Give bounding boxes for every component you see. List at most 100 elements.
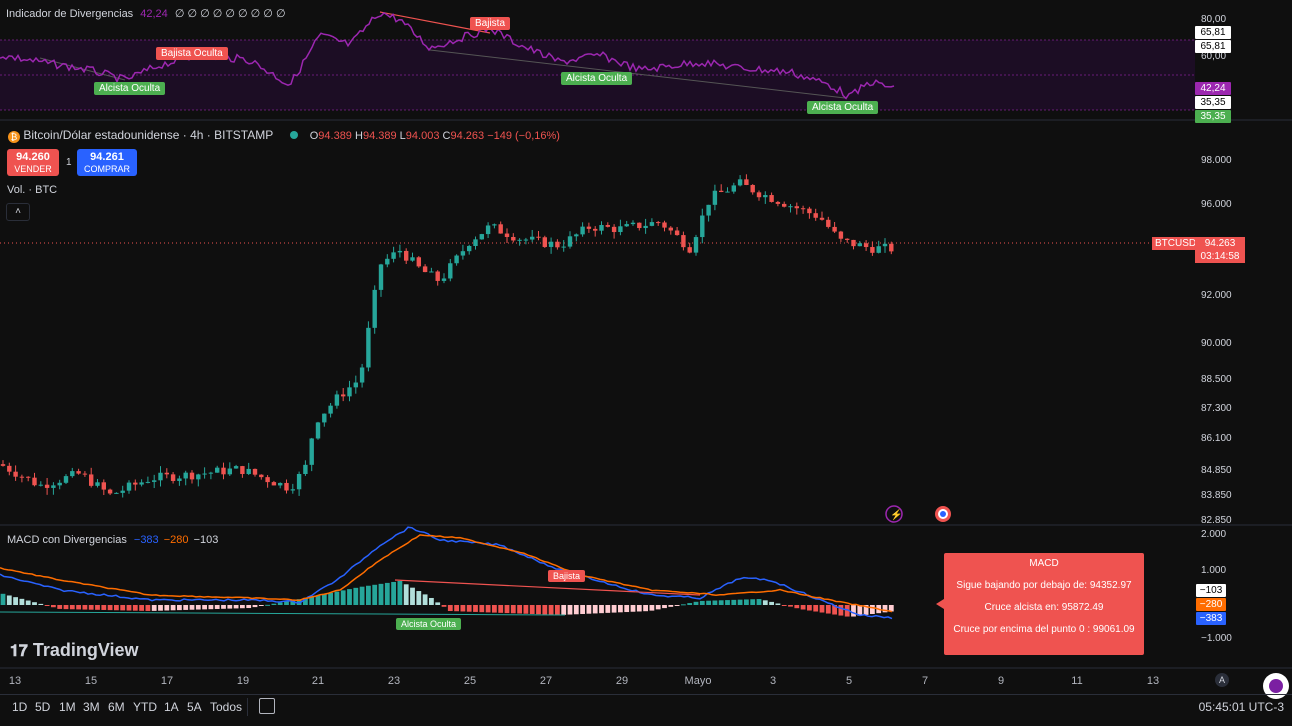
tradingview-logo[interactable]: 𝟏𝟕 TradingView (10, 640, 139, 661)
macd-histogram-bar (725, 600, 730, 605)
tf-6m[interactable]: 6M (108, 700, 125, 714)
tf-1a[interactable]: 1A (164, 700, 179, 714)
tf-3m[interactable]: 3M (83, 700, 100, 714)
macd-histogram-bar (769, 601, 774, 605)
macd-histogram-bar (378, 583, 384, 605)
macd-histogram-bar (485, 605, 491, 613)
candle-body (511, 236, 516, 241)
sell-button[interactable]: 94.260 VENDER (7, 149, 59, 176)
buy-label: COMPRAR (83, 164, 130, 174)
macd-histogram-bar (674, 605, 680, 606)
candle-body (882, 243, 888, 247)
candle-body (246, 468, 251, 474)
symbol-header: ₿ Bitcoin/Dólar estadounidense · 4h · BI… (8, 128, 560, 143)
collapse-chevron-icon[interactable]: ˄ (6, 203, 30, 221)
symbol-name[interactable]: Bitcoin/Dólar estadounidense · 4h · BITS… (23, 128, 274, 142)
auto-scale-button[interactable]: A (1215, 673, 1229, 687)
macd-axis-box-2: −280 (1196, 598, 1226, 611)
macd-histogram-bar (592, 605, 598, 614)
div-axis-box-4: 35,35 (1195, 96, 1231, 109)
macd-histogram-bar (107, 605, 113, 611)
candle-body (448, 263, 453, 279)
macd-histogram-bar (25, 600, 31, 605)
candle-body (196, 474, 201, 480)
macd-axis-1000: 1.000 (1201, 565, 1227, 576)
buy-button[interactable]: 94.261 COMPRAR (77, 149, 137, 176)
macd-histogram-bar (69, 605, 75, 610)
macd-axis-neg1000: −1.000 (1201, 633, 1232, 644)
bitcoin-icon: ₿ (8, 131, 20, 143)
macd-histogram-bar (246, 605, 252, 609)
tf-1m[interactable]: 1M (59, 700, 76, 714)
candle-body (114, 492, 119, 494)
tv-logo-icon: 𝟏𝟕 (10, 643, 28, 660)
macd-histogram-bar (473, 605, 478, 612)
tf-ytd[interactable]: YTD (133, 700, 157, 714)
div-axis-box-3: 42,24 (1195, 82, 1231, 95)
macd-histogram-bar (813, 605, 819, 612)
candle-body (555, 241, 560, 248)
symbol-tag: BTCUSD (1152, 237, 1200, 250)
macd-histogram-bar (265, 604, 270, 606)
candle-body (233, 466, 239, 469)
macd-histogram-bar (13, 597, 18, 605)
calendar-range-icon[interactable] (259, 698, 275, 714)
div-axis-60: 60,00 (1201, 51, 1227, 62)
candle-body (775, 201, 781, 204)
macd-histogram-bar (284, 601, 289, 605)
lightning-icon[interactable] (885, 505, 903, 523)
candle-body (813, 213, 818, 218)
candle-body (750, 184, 755, 193)
candle-body (719, 190, 724, 192)
macd-histogram-bar (825, 605, 831, 614)
tf-5d[interactable]: 5D (35, 700, 51, 714)
macd-bajista-label: Bajista (548, 570, 586, 582)
candle-body (265, 477, 270, 483)
macd-histogram-bar (88, 605, 94, 610)
macd-histogram-bar (158, 605, 163, 611)
candle-body (366, 327, 371, 368)
candle-body (599, 225, 604, 231)
candle-body (70, 471, 75, 477)
macd-histogram-bar (366, 585, 371, 605)
macd-histogram-bar (321, 594, 327, 605)
macd-histogram-bar (479, 605, 485, 613)
candle-body (252, 468, 258, 475)
candle-body (271, 482, 277, 486)
macd-histogram-bar (126, 605, 132, 611)
candle-body (44, 484, 50, 488)
tf-5a[interactable]: 5A (187, 700, 202, 714)
date-21: 21 (311, 675, 325, 687)
clock-time[interactable]: 05:45:01 UTC-3 (1198, 700, 1284, 714)
macd-histogram-bar (258, 605, 264, 606)
candle-body (863, 243, 869, 248)
candle-body (189, 472, 195, 480)
candle-body (429, 271, 434, 273)
macd-histogram-bar (397, 581, 403, 605)
candle-body (101, 482, 106, 490)
candle-body (492, 224, 497, 226)
macd-histogram-bar (435, 602, 441, 605)
candle-body (303, 464, 308, 475)
tf-1d[interactable]: 1D (12, 700, 28, 714)
candle-body (183, 472, 188, 479)
div-axis-80: 80,00 (1201, 14, 1227, 25)
macd-box-pointer (936, 599, 944, 609)
macd-histogram-bar (492, 605, 497, 613)
candle-body (706, 204, 711, 216)
price-axis-92000: 92.000 (1201, 290, 1232, 301)
macd-histogram-bar (712, 600, 718, 605)
candle-body (410, 257, 415, 261)
candle-body (385, 258, 390, 265)
macd-histogram-bar (391, 581, 396, 605)
macd-histogram-bar (303, 597, 308, 605)
candle-body (0, 464, 6, 466)
candle-body (259, 474, 264, 478)
macd-histogram-bar (422, 594, 428, 605)
macd-histogram-bar (63, 605, 69, 610)
macd-histogram-bar (240, 605, 245, 609)
tf-todos[interactable]: Todos (210, 700, 243, 714)
div-alcista-oculta-label-3: Alcista Oculta (807, 101, 879, 114)
date-17: 17 (160, 675, 174, 687)
